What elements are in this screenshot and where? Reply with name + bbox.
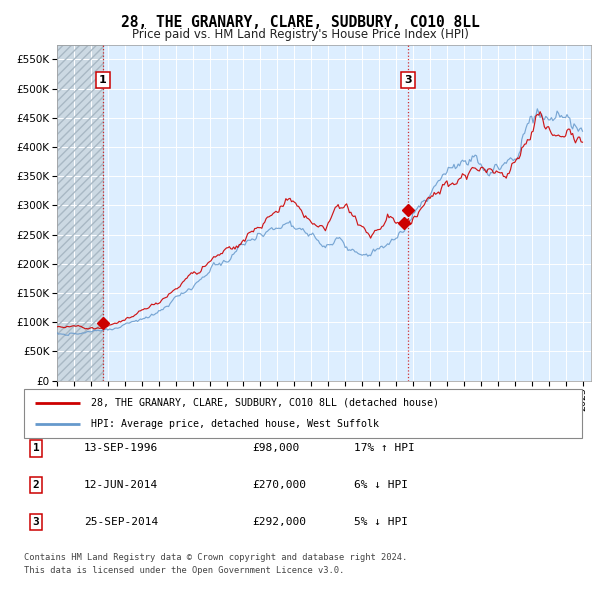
Bar [57, 45, 103, 381]
Text: 2: 2 [32, 480, 40, 490]
Text: 25-SEP-2014: 25-SEP-2014 [84, 517, 158, 527]
Text: HPI: Average price, detached house, West Suffolk: HPI: Average price, detached house, West… [91, 419, 379, 430]
Text: £98,000: £98,000 [252, 444, 299, 453]
Text: Price paid vs. HM Land Registry's House Price Index (HPI): Price paid vs. HM Land Registry's House … [131, 28, 469, 41]
Text: 1: 1 [32, 444, 40, 453]
Text: Contains HM Land Registry data © Crown copyright and database right 2024.
This d: Contains HM Land Registry data © Crown c… [24, 553, 407, 575]
Text: 28, THE GRANARY, CLARE, SUDBURY, CO10 8LL (detached house): 28, THE GRANARY, CLARE, SUDBURY, CO10 8L… [91, 398, 439, 408]
Text: 6% ↓ HPI: 6% ↓ HPI [354, 480, 408, 490]
Bar [57, 45, 103, 381]
Text: 17% ↑ HPI: 17% ↑ HPI [354, 444, 415, 453]
Text: 5% ↓ HPI: 5% ↓ HPI [354, 517, 408, 527]
Text: 3: 3 [404, 75, 412, 85]
Text: 13-SEP-1996: 13-SEP-1996 [84, 444, 158, 453]
FancyBboxPatch shape [24, 389, 582, 438]
Text: 3: 3 [32, 517, 40, 527]
Text: £270,000: £270,000 [252, 480, 306, 490]
Text: £292,000: £292,000 [252, 517, 306, 527]
Text: 12-JUN-2014: 12-JUN-2014 [84, 480, 158, 490]
Text: 1: 1 [99, 75, 107, 85]
Text: 28, THE GRANARY, CLARE, SUDBURY, CO10 8LL: 28, THE GRANARY, CLARE, SUDBURY, CO10 8L… [121, 15, 479, 30]
